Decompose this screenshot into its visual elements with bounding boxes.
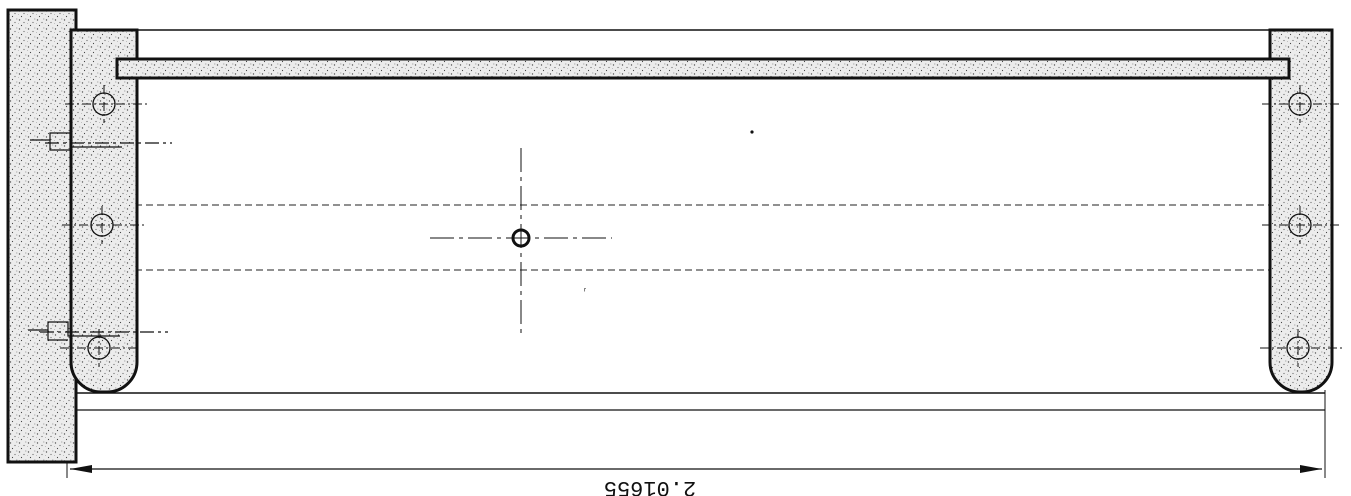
wall-fasteners	[28, 132, 172, 341]
left-bolt-holes	[60, 85, 150, 367]
right-plate	[1268, 28, 1334, 394]
left-wall	[6, 8, 78, 464]
center-hole	[430, 148, 612, 333]
svg-text:ᵣ: ᵣ	[584, 283, 586, 293]
main-frame	[66, 29, 1326, 478]
right-bolt-holes	[1260, 85, 1342, 367]
stray-marks: ᵣ	[584, 130, 754, 293]
dimension-label: 2.01655	[604, 475, 696, 496]
left-plate	[69, 28, 139, 394]
hidden-lines	[135, 204, 1272, 271]
top-bar	[115, 57, 1291, 80]
